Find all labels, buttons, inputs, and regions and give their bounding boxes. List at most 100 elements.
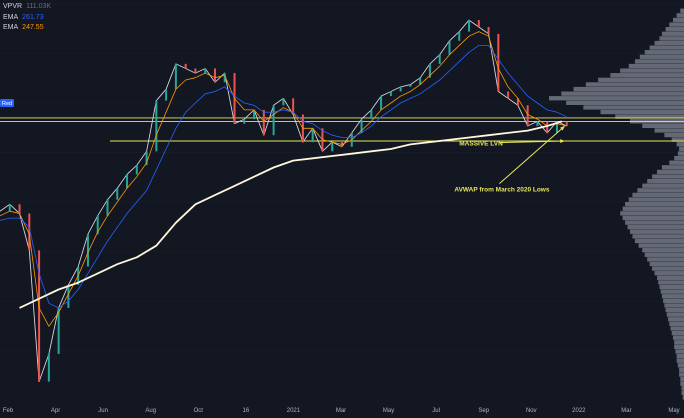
price-candle: [8, 204, 11, 212]
legend-item-name: EMA: [3, 13, 19, 21]
volume-profile-bar: [679, 372, 684, 377]
price-candle: [213, 68, 216, 83]
price-candle: [468, 20, 471, 32]
price-candle: [67, 284, 70, 308]
price-candle: [516, 98, 519, 106]
price-candle: [458, 31, 461, 41]
price-candle: [47, 353, 50, 382]
volume-profile-bar: [664, 303, 684, 308]
price-candle: [546, 121, 549, 133]
price-candle: [165, 89, 168, 101]
volume-profile-bar: [661, 165, 684, 170]
price-candle: [243, 119, 246, 124]
volume-profile-bar: [672, 335, 684, 340]
volume-profile-bar: [638, 243, 684, 248]
volume-profile-bar: [620, 68, 684, 73]
annotation-arrowhead: [560, 126, 565, 131]
volume-profile-bar: [680, 376, 684, 382]
price-badge[interactable]: Red: [0, 99, 14, 107]
volume-profile-bar: [644, 252, 684, 257]
volume-profile-bar: [676, 358, 684, 363]
x-axis: Feb Apr Jun Aug Oct 16 2021 Mar May Jul Sep Nov 2022…: [0, 402, 684, 418]
volume-profile-bar: [661, 31, 684, 36]
price-candle: [555, 121, 558, 133]
volume-profile-bar: [677, 151, 684, 156]
price-candle: [360, 119, 363, 133]
volume-profile-bar: [625, 202, 684, 207]
volume-profile-bar: [676, 353, 684, 359]
volume-profile-bar: [660, 289, 684, 294]
price-candle: [204, 68, 207, 74]
volume-profile-bar: [634, 238, 684, 244]
series-ema-fast[interactable]: [0, 31, 567, 327]
volume-profile-bar: [625, 220, 684, 225]
x-tick-label: Mar: [621, 408, 631, 414]
volume-profile-bar: [669, 22, 684, 27]
legend-item-ema-slow[interactable]: EMA 261.73: [3, 13, 51, 24]
price-badge-box[interactable]: [0, 99, 14, 107]
series-lines: [0, 19, 568, 383]
x-tick-label: May: [668, 408, 679, 414]
series-ema-slow[interactable]: [0, 45, 567, 309]
volume-profile-bar: [573, 86, 684, 92]
price-candle: [419, 77, 422, 85]
legend-item-ema-fast[interactable]: EMA 247.55: [3, 23, 51, 34]
price-candle: [399, 86, 402, 92]
series-price[interactable]: [0, 19, 567, 383]
series-avwap[interactable]: [19, 120, 563, 309]
volume-profile-bar: [647, 257, 684, 262]
volume-profile-bar: [666, 312, 684, 317]
volume-profile-bar: [637, 188, 684, 193]
price-candle: [438, 54, 441, 64]
price-candle: [370, 109, 373, 120]
legend-item-name: EMA: [3, 24, 19, 31]
legend-item-vpvr[interactable]: VPVR 111.03K: [3, 2, 51, 13]
annotation-arrow: [499, 125, 566, 185]
volume-profile-bar: [671, 330, 684, 336]
legend-item-value: 247.55: [22, 24, 44, 31]
price-candle: [184, 63, 187, 69]
x-tick-label: Apr: [51, 408, 60, 414]
price-candle: [497, 33, 500, 92]
volume-profile-bar: [649, 45, 684, 50]
horizontal-levels: [0, 117, 684, 142]
volume-profile-bar: [610, 73, 684, 78]
volume-profile-bar: [659, 284, 684, 290]
volume-profile-bar: [664, 132, 684, 138]
price-candle: [194, 68, 197, 74]
price-candle: [487, 27, 490, 34]
volume-profile-bar: [679, 367, 684, 373]
x-axis-band: [0, 402, 684, 418]
price-candle: [28, 213, 31, 251]
price-candle: [526, 105, 529, 127]
volume-profile-bar: [682, 395, 684, 400]
volume-profile-bar: [657, 275, 684, 280]
volume-profile-bar: [634, 59, 684, 64]
volume-profile-bar: [585, 82, 684, 87]
volume-profile-bar: [639, 54, 684, 59]
volume-profile-bar: [674, 155, 684, 161]
volume-profile-bar: [676, 13, 684, 18]
volume-profile-bar: [598, 77, 684, 82]
price-candle: [57, 307, 60, 354]
volume-profile-bar: [620, 211, 684, 216]
volume-profile-bar: [663, 298, 684, 304]
legend-item-value: 261.73: [22, 13, 44, 21]
volume-profile-bar: [671, 137, 684, 142]
price-candle: [389, 91, 392, 97]
annotations: MASSIVE LVN AVWAP from March 2020 Lows: [454, 125, 566, 194]
volume-profile-bar: [680, 381, 684, 386]
volume-profile-bar: [649, 261, 684, 267]
price-badge-label: Red: [2, 101, 12, 107]
legend-item-name: VPVR: [3, 3, 23, 10]
volume-profile-bar: [642, 183, 684, 188]
price-candle: [18, 204, 21, 214]
price-candle: [380, 96, 383, 110]
volume-profile-bar: [670, 326, 684, 331]
volume-profile-bar: [681, 386, 684, 391]
volume-profile-bar: [652, 266, 684, 271]
price-candle: [106, 199, 109, 216]
volume-profile-bar: [644, 50, 684, 55]
volume-profile-bar: [669, 160, 684, 165]
